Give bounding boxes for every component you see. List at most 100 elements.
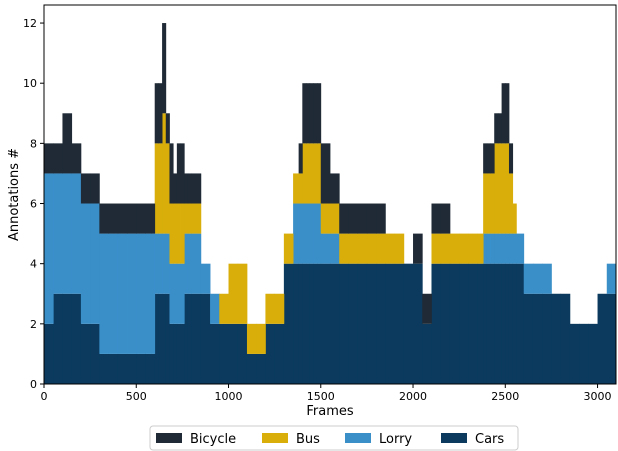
area-segment-lorry	[298, 203, 303, 264]
area-segment-lorry	[306, 203, 311, 264]
legend-box	[149, 425, 519, 451]
area-segment-cars	[569, 323, 580, 384]
area-segment-bus	[477, 233, 484, 264]
area-segment-lorry	[532, 263, 543, 294]
area-segment-bicycle	[486, 143, 491, 174]
area-segment-cars	[477, 263, 484, 384]
area-segment-cars	[317, 263, 322, 384]
y-tick-label: 12	[23, 17, 37, 30]
area-segment-bicycle	[440, 203, 451, 234]
area-segment-cars	[265, 323, 276, 384]
area-segment-bicycle	[483, 143, 488, 174]
x-axis-ticks: 0 500 1000 1500 2000 2500 3000	[41, 384, 612, 403]
area-segment-lorry	[490, 233, 495, 264]
area-segment-cars	[579, 323, 589, 384]
area-segment-cars	[71, 293, 82, 384]
area-segment-bus	[348, 233, 359, 264]
area-segment-lorry	[486, 233, 491, 264]
area-segment-cars	[431, 263, 442, 384]
area-segment-bicycle	[44, 143, 54, 174]
area-segment-bicycle	[309, 83, 314, 144]
area-segment-bus	[486, 173, 491, 234]
area-segment-lorry	[320, 233, 331, 264]
area-segment-cars	[200, 293, 211, 384]
area-segment-lorry	[151, 233, 156, 354]
area-segment-cars	[505, 263, 510, 384]
area-segment-lorry	[317, 203, 322, 264]
area-segment-lorry	[302, 203, 307, 264]
area-segment-bicycle	[508, 143, 514, 174]
area-segment-cars	[298, 263, 303, 384]
area-segment-cars	[62, 293, 73, 384]
area-segment-lorry	[494, 233, 499, 264]
legend-swatch-bus	[262, 433, 288, 443]
y-tick-label: 0	[30, 378, 37, 391]
area-segment-cars	[523, 293, 534, 384]
area-segment-bicycle	[187, 173, 193, 204]
area-segment-lorry	[99, 233, 109, 354]
x-axis-title: Frames	[306, 404, 354, 419]
area-segment-lorry	[483, 233, 488, 264]
area-segment-cars	[191, 293, 202, 384]
area-segment-cars	[588, 323, 598, 384]
area-segment-lorry	[53, 173, 63, 294]
area-segment-lorry	[80, 203, 91, 324]
legend-swatch-lorry	[345, 433, 371, 443]
area-segment-bus	[162, 113, 167, 234]
area-segment-lorry	[173, 263, 178, 324]
area-segment-lorry	[180, 263, 185, 324]
y-tick-label: 8	[30, 137, 37, 150]
legend-swatch-cars	[441, 433, 467, 443]
x-tick-label: 500	[126, 390, 147, 403]
area-segment-bicycle	[154, 83, 159, 144]
area-segment-bus	[274, 293, 285, 324]
area-segment-bicycle	[320, 143, 331, 204]
area-segment-cars	[403, 263, 414, 384]
area-segment-cars	[108, 353, 119, 384]
legend-label-cars: Cars	[475, 432, 504, 447]
area-segment-cars	[80, 323, 91, 384]
area-segment-cars	[145, 353, 152, 384]
area-segment-lorry	[313, 203, 318, 264]
area-segment-bus	[376, 233, 386, 264]
area-segment-bicycle	[317, 83, 322, 144]
area-segment-lorry	[512, 233, 517, 264]
area-segment-bus	[176, 203, 181, 264]
area-segment-bicycle	[431, 203, 442, 234]
area-segment-bicycle	[366, 203, 377, 234]
area-segment-bus	[366, 233, 377, 264]
area-segment-cars	[237, 323, 248, 384]
legend-label-lorry: Lorry	[379, 432, 412, 447]
area-segment-lorry	[542, 263, 552, 294]
area-segment-cars	[551, 293, 562, 384]
area-segment-bus	[309, 143, 314, 204]
y-tick-label: 6	[30, 198, 37, 211]
area-segment-bus	[265, 293, 276, 324]
area-segment-cars	[44, 323, 54, 384]
x-tick-label: 2500	[491, 390, 519, 403]
area-segment-lorry	[176, 263, 181, 324]
x-tick-label: 0	[41, 390, 48, 403]
area-segment-bus	[512, 203, 517, 234]
area-segment-cars	[309, 263, 314, 384]
area-segment-cars	[154, 293, 159, 384]
area-segment-bicycle	[357, 203, 368, 234]
area-segment-cars	[542, 293, 552, 384]
area-segment-bicycle	[117, 203, 128, 234]
area-segment-bus	[306, 143, 311, 204]
area-segment-cars	[468, 263, 479, 384]
stacked-step-areas	[44, 23, 617, 384]
area-segment-bus	[431, 233, 442, 264]
area-segment-cars	[162, 293, 167, 384]
area-segment-cars	[486, 263, 491, 384]
area-segment-bicycle	[184, 173, 189, 204]
area-segment-bus	[228, 263, 239, 324]
area-segment-bicycle	[71, 143, 82, 174]
area-segment-bus	[158, 143, 163, 234]
area-segment-bicycle	[302, 83, 307, 144]
area-segment-bus	[459, 233, 469, 264]
area-segment-lorry	[497, 233, 502, 264]
x-tick-label: 2000	[399, 390, 427, 403]
area-segment-cars	[219, 323, 229, 384]
